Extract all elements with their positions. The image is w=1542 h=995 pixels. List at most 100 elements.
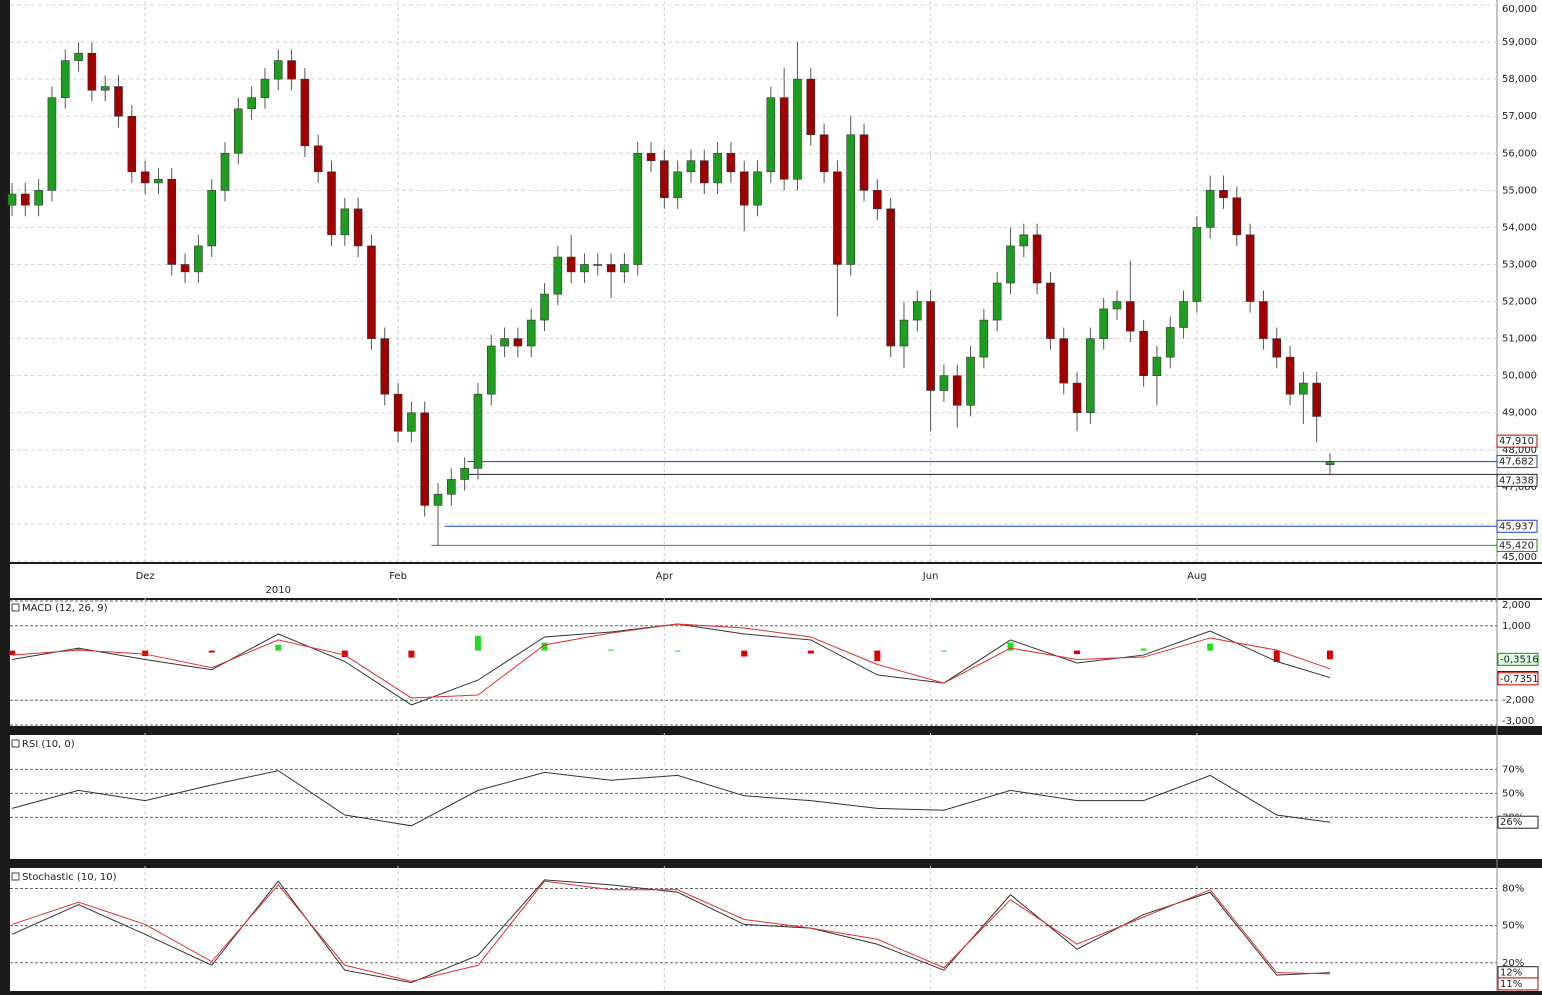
candle-body (766, 97, 776, 173)
candle-body (553, 256, 563, 295)
y-tick-label: 59,000 (1502, 37, 1537, 48)
candle-body (260, 78, 270, 98)
candle-body (699, 160, 709, 184)
candle-body (1059, 338, 1069, 384)
level-label: 47,682 (1499, 457, 1534, 468)
histogram-bar (541, 642, 548, 651)
candle-body (420, 412, 430, 506)
indicator-line (11, 770, 1331, 827)
candle-body (819, 134, 829, 173)
histogram-bar (741, 650, 748, 657)
panel-title: RSI (10, 0) (22, 739, 75, 750)
candle-body (234, 108, 243, 154)
candle-body (1285, 356, 1295, 395)
candle-body (1086, 338, 1095, 414)
candle-body (580, 264, 589, 273)
level-label: 47,338 (1499, 475, 1534, 486)
y-tick-label: 56,000 (1502, 148, 1537, 159)
candle-body (167, 178, 177, 265)
candle-body (739, 171, 749, 206)
candle-body (673, 171, 682, 199)
candle-body (207, 190, 216, 247)
candle-body (952, 375, 962, 406)
candle-body (127, 115, 137, 173)
candle-body (806, 78, 816, 136)
x-tick-label: Aug (1187, 571, 1207, 582)
last-label-box (1497, 977, 1539, 991)
histogram-bar (9, 650, 15, 656)
candle-body (1219, 190, 1228, 199)
candle-body (1179, 301, 1188, 328)
candle-body (21, 193, 30, 206)
histogram-bar (608, 649, 615, 651)
level-label-box (1496, 473, 1538, 487)
histogram-bar (1140, 648, 1147, 651)
histogram-bar (142, 650, 149, 657)
macd-panel (10, 600, 1542, 726)
candle-body (646, 152, 656, 161)
level-label: 47,910 (1499, 436, 1534, 447)
y-tick-label: 55,000 (1502, 185, 1537, 196)
y-tick-label: 52,000 (1502, 297, 1537, 308)
candle-body (353, 208, 363, 247)
panel-title: Stochastic (10, 10) (22, 872, 117, 883)
candle-body (833, 171, 842, 265)
candle-body (1205, 190, 1215, 228)
indicator-line (11, 623, 1331, 699)
candle-body (1046, 282, 1055, 339)
candle-body (1165, 327, 1175, 358)
x-tick-label: Dez (136, 571, 155, 582)
y-tick-label: 58,000 (1502, 74, 1537, 85)
candle-body (1272, 338, 1282, 358)
histogram-bar (1327, 650, 1333, 660)
histogram-bar (940, 650, 947, 652)
candle-body (7, 193, 17, 206)
candle-body (992, 282, 1002, 321)
candle-body (486, 345, 496, 395)
y-tick-label: 47,000 (1502, 482, 1537, 493)
last-label: 12% (1500, 968, 1522, 979)
candle-body (47, 97, 57, 191)
candle-body (1006, 245, 1015, 284)
candle-body (966, 356, 975, 406)
candle-body (367, 245, 376, 339)
candle-body (380, 338, 390, 395)
candle-body (1259, 301, 1268, 339)
histogram-bar (874, 650, 881, 662)
candle-body (74, 52, 83, 61)
candle-body (1299, 382, 1308, 395)
panel-icon (11, 603, 20, 612)
histogram-bar (474, 635, 481, 651)
level-label-box (1496, 434, 1538, 448)
candle-body (713, 152, 722, 184)
last-label: 26% (1500, 817, 1522, 828)
candle-body (1245, 234, 1255, 302)
candle-body (593, 264, 603, 266)
candle-body (500, 338, 509, 347)
candle-body (912, 301, 922, 321)
last-label-box (1497, 672, 1539, 686)
y-tick-label: 60,000 (1502, 4, 1537, 15)
y-tick-label: 49,000 (1502, 408, 1537, 419)
candle-body (566, 256, 576, 273)
candle-body (300, 78, 310, 147)
histogram-bar (408, 650, 415, 658)
candle-body (686, 160, 696, 173)
level-label-box (1496, 519, 1538, 533)
level-label: 45,420 (1499, 540, 1534, 551)
candle-body (846, 134, 856, 265)
candle-body (1312, 382, 1321, 417)
panel-title: MACD (12, 26, 9) (22, 603, 108, 614)
candle-body (1139, 330, 1148, 376)
rsi-panel (10, 735, 1542, 859)
candle-body (100, 86, 110, 91)
level-label-box (1496, 538, 1538, 552)
candle-body (753, 171, 762, 206)
x-tick-label: Feb (389, 571, 407, 582)
candle-body (180, 264, 190, 273)
candle-body (793, 78, 802, 180)
histogram-bar (674, 650, 681, 652)
y-tick-label: 48,000 (1502, 445, 1537, 456)
candle-body (114, 86, 123, 117)
